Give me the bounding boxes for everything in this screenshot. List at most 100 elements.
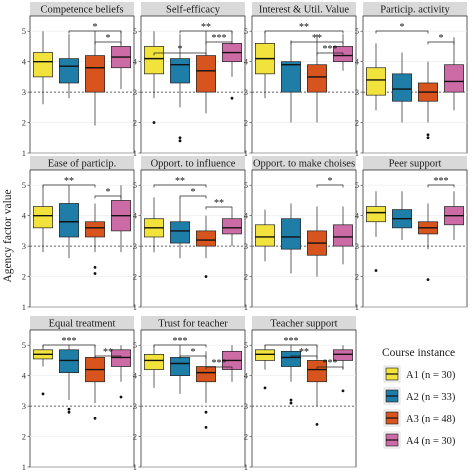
y-tick-label: 3 (133, 87, 137, 97)
panel-4: Particip. activity 1 2 3 4 5 * * (355, 2, 468, 158)
significance-bracket (264, 30, 344, 34)
y-tick-label: 3 (22, 401, 26, 411)
y-tick-label: 3 (22, 87, 26, 97)
y-tick-label: 2 (133, 272, 137, 282)
box-2 (170, 221, 190, 244)
y-tick-label: 5 (133, 340, 137, 350)
box-3 (307, 64, 327, 93)
y-tick-label: 4 (133, 57, 138, 67)
significance-bracket (205, 366, 233, 370)
y-tick-label: 3 (133, 241, 137, 251)
box-2 (392, 73, 412, 102)
legend-item-4: A4 (n = 30) (383, 431, 456, 449)
outlier-point (426, 136, 430, 140)
y-tick-label: 3 (355, 241, 359, 251)
outlier-point (426, 278, 430, 281)
significance-stars: *** (212, 33, 227, 44)
legend-item-1: A1 (n = 30) (383, 365, 456, 383)
significance-stars: * (178, 44, 183, 55)
significance-bracket (375, 30, 429, 34)
panel-strip (30, 156, 134, 170)
legend: Course instance A1 (n = 30) A2 (n = 33) A3… (382, 347, 456, 449)
panel-area (140, 15, 246, 154)
outlier-point (204, 275, 208, 278)
box-2 (59, 349, 79, 373)
y-tick-label: 4 (22, 57, 27, 67)
legend-label: A4 (n = 30) (406, 436, 456, 447)
box-3 (85, 221, 105, 238)
outlier-point (230, 96, 234, 100)
significance-stars: ** (201, 22, 211, 33)
significance-stars: *** (323, 358, 338, 369)
outlier-point (67, 410, 71, 414)
significance-stars: * (191, 187, 196, 198)
panel-title: Trust for teacher (158, 319, 228, 330)
y-tick-label: 3 (244, 87, 248, 97)
y-tick-label: 1 (22, 148, 26, 158)
significance-bracket (264, 344, 318, 348)
y-tick-label: 1 (133, 462, 137, 472)
outlier-point (93, 416, 97, 420)
significance-bracket (153, 344, 207, 348)
panel-strip (141, 316, 245, 330)
significance-bracket (205, 41, 233, 45)
y-tick-label: 2 (22, 432, 26, 442)
box-1 (255, 349, 275, 361)
box-1 (144, 46, 164, 75)
outlier-point (204, 410, 208, 414)
y-tick-label: 2 (22, 272, 26, 282)
outlier-point (341, 389, 345, 393)
y-tick-label: 5 (355, 180, 359, 190)
box-2 (281, 218, 301, 250)
box-1 (255, 224, 275, 247)
box-3 (196, 55, 216, 93)
y-tick-label: 5 (22, 340, 26, 350)
significance-bracket (94, 41, 122, 45)
y-tick-label: 2 (133, 432, 137, 442)
y-tick-label: 4 (244, 371, 249, 381)
outlier-point (93, 272, 97, 275)
significance-bracket (179, 195, 207, 199)
panel-strip (363, 156, 467, 170)
outlier-point (204, 426, 208, 429)
panel-strip (141, 156, 245, 170)
outlier-point (315, 422, 319, 426)
significance-stars: * (106, 187, 111, 198)
y-tick-label: 4 (133, 211, 138, 221)
box-4 (222, 218, 242, 235)
box-3 (196, 230, 216, 247)
legend-label: A3 (n = 48) (406, 414, 456, 425)
outlier-point (178, 139, 182, 143)
y-tick-label: 2 (355, 272, 359, 282)
outlier-point (152, 121, 156, 124)
y-tick-label: 3 (22, 241, 26, 251)
significance-stars: ** (214, 198, 224, 209)
y-tick-label: 2 (244, 272, 248, 282)
legend-item-2: A2 (n = 33) (383, 387, 456, 405)
significance-stars: * (106, 33, 111, 44)
y-tick-label: 1 (244, 302, 248, 312)
y-tick-label: 1 (355, 302, 359, 312)
panel-strip (30, 316, 134, 330)
box-4 (333, 349, 353, 361)
outlier-point (263, 386, 267, 390)
legend-item-3: A3 (n = 48) (383, 409, 456, 427)
panel-strip (141, 2, 245, 16)
outlier-point (178, 136, 182, 140)
y-tick-label: 1 (244, 462, 248, 472)
panel-title: Opport. to make choises (253, 159, 355, 170)
box-2 (170, 58, 190, 84)
significance-bracket (68, 30, 122, 34)
y-tick-label: 2 (355, 118, 359, 128)
panel-title: Peer support (389, 159, 442, 170)
significance-bracket (316, 52, 344, 56)
significance-bracket (316, 184, 344, 188)
box-2 (170, 357, 190, 377)
panel-strip (252, 316, 356, 330)
